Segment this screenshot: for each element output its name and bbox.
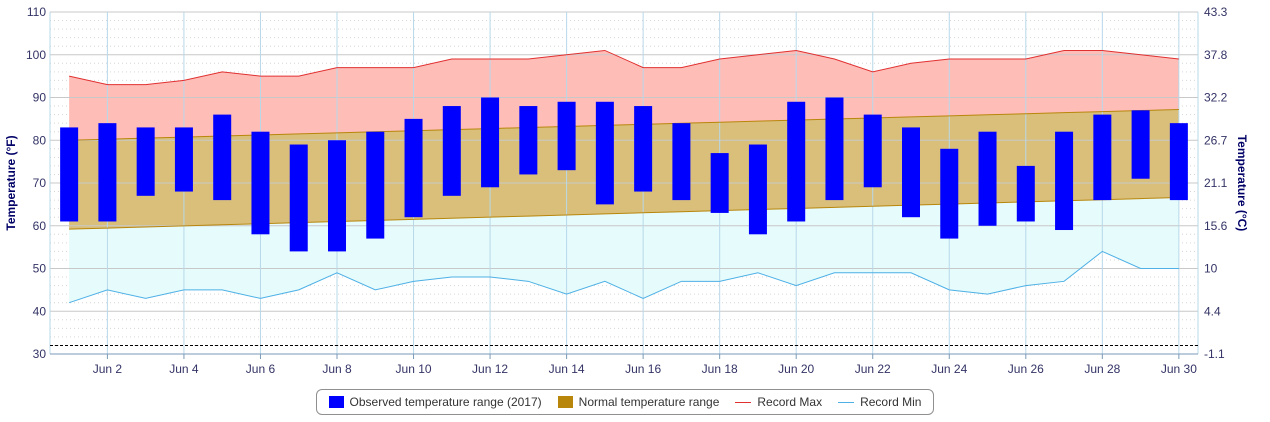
observed-bar <box>136 127 155 196</box>
legend-item-normal[interactable]: Normal temperature range <box>557 395 720 409</box>
record-min-band <box>69 197 1179 303</box>
y-tick-label-right: 43.3 <box>1204 5 1228 19</box>
legend-item-observed[interactable]: Observed temperature range (2017) <box>328 395 542 409</box>
y-tick-label-left: 30 <box>33 347 47 361</box>
y-tick-label-right: 21.1 <box>1204 176 1228 190</box>
observed-bar <box>1169 123 1188 201</box>
observed-bar <box>519 106 538 175</box>
x-tick-label: Jun 16 <box>625 362 661 376</box>
x-tick-label: Jun 30 <box>1161 362 1197 376</box>
record-max-line <box>69 49 1179 86</box>
legend-item-record-max[interactable]: Record Max <box>735 395 822 409</box>
observed-swatch <box>328 396 344 408</box>
x-tick-label: Jun 22 <box>855 362 891 376</box>
observed-bar <box>710 153 729 213</box>
observed-bar <box>863 114 882 188</box>
observed-bar <box>174 127 193 192</box>
observed-bar <box>1055 131 1074 231</box>
x-tick-label: Jun 18 <box>702 362 738 376</box>
observed-bar <box>251 131 270 235</box>
y-tick-label-left: 70 <box>33 176 47 190</box>
observed-bar <box>289 144 308 252</box>
record-min-line <box>68 250 1179 304</box>
observed-bar <box>672 123 691 201</box>
x-tick-label: Jun 8 <box>322 362 352 376</box>
x-tick-label: Jun 6 <box>246 362 276 376</box>
observed-bar <box>634 106 653 192</box>
y-tick-label-left: 100 <box>26 48 46 62</box>
observed-bar <box>825 97 844 201</box>
x-tick-label: Jun 20 <box>778 362 814 376</box>
record-max-swatch <box>735 401 752 403</box>
legend-item-record-min[interactable]: Record Min <box>838 395 921 409</box>
normal-range-band <box>69 109 1179 230</box>
y-tick-label-left: 80 <box>33 133 47 147</box>
observed-bar <box>978 131 997 226</box>
y-tick-label-left: 90 <box>33 91 47 105</box>
y-tick-label-left: 60 <box>33 219 47 233</box>
observed-bar <box>404 118 423 218</box>
legend-label-normal: Normal temperature range <box>578 395 720 409</box>
observed-bar <box>595 101 614 205</box>
observed-bar <box>98 123 117 222</box>
observed-bar <box>1131 110 1150 179</box>
y-tick-label-left: 110 <box>27 5 46 19</box>
y-axis-title-left: Temperature (°F) <box>4 135 18 230</box>
chart-legend: Observed temperature range (2017) Normal… <box>316 389 934 415</box>
y-tick-label-right: 10 <box>1204 262 1218 276</box>
normal-swatch <box>557 396 573 408</box>
legend-label-record-max: Record Max <box>757 395 823 409</box>
observed-bar <box>481 97 500 188</box>
x-tick-label: Jun 12 <box>472 362 508 376</box>
x-tick-label: Jun 26 <box>1008 362 1044 376</box>
x-tick-label: Jun 28 <box>1084 362 1120 376</box>
observed-bar <box>748 144 767 235</box>
observed-bar <box>213 114 232 201</box>
legend-label-observed: Observed temperature range (2017) <box>349 395 542 409</box>
observed-bar <box>442 106 461 196</box>
observed-bar <box>902 127 920 218</box>
y-axis-title-right: Temperature (°C) <box>1235 135 1249 232</box>
y-tick-label-right: -1.1 <box>1204 347 1225 361</box>
record-max-band <box>69 50 1179 141</box>
y-tick-label-right: 4.4 <box>1204 304 1221 318</box>
x-tick-label: Jun 14 <box>549 362 585 376</box>
y-tick-label-right: 37.8 <box>1204 48 1228 62</box>
y-tick-label-left: 40 <box>33 304 47 318</box>
observed-bar <box>940 148 959 239</box>
temperature-chart: Temperature (°F) Temperature (°C) 30 -1.1… <box>4 5 1249 376</box>
observed-bar <box>60 127 79 222</box>
y-tick-label-right: 32.2 <box>1204 91 1228 105</box>
observed-bar <box>787 101 806 222</box>
record-min-swatch <box>838 401 855 403</box>
x-tick-label: Jun 10 <box>396 362 432 376</box>
x-tick-label: Jun 4 <box>169 362 199 376</box>
y-tick-label-right: 15.6 <box>1204 219 1228 233</box>
y-tick-label-right: 26.7 <box>1204 133 1228 147</box>
legend-label-record-min: Record Min <box>860 395 922 409</box>
observed-bar <box>557 101 576 171</box>
x-tick-label: Jun 24 <box>931 362 967 376</box>
observed-bar <box>328 140 346 252</box>
x-tick-label: Jun 2 <box>93 362 123 376</box>
observed-bar <box>1016 165 1035 222</box>
observed-bar <box>366 131 385 239</box>
y-tick-label-left: 50 <box>33 262 47 276</box>
observed-bar <box>1093 114 1112 201</box>
